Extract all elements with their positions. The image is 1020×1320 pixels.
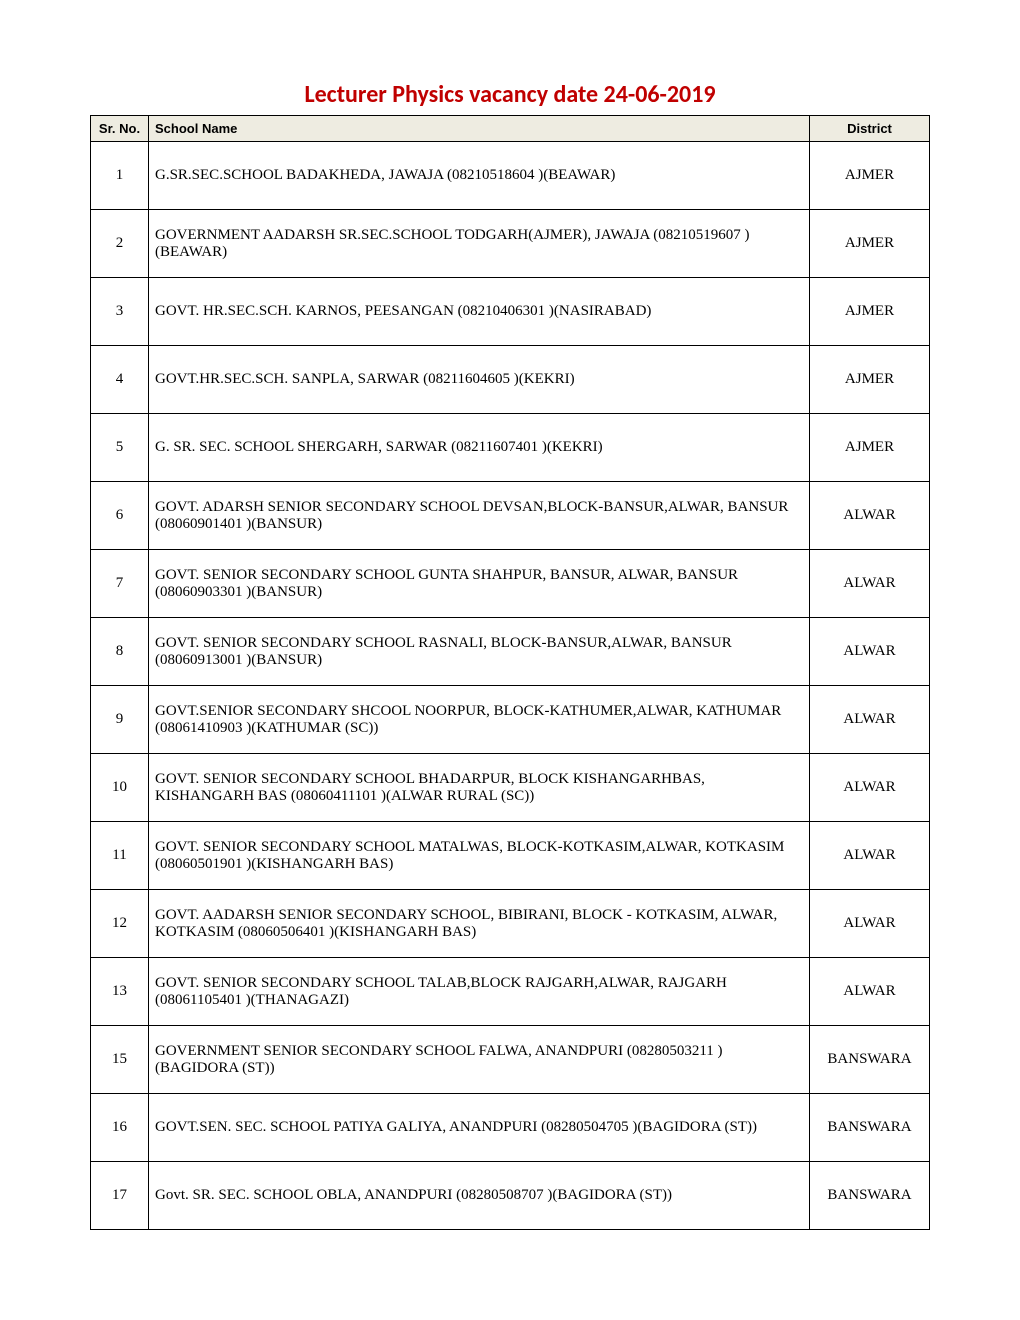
cell-sr: 3 [91,278,149,346]
table-row: 11GOVT. SENIOR SECONDARY SCHOOL MATALWAS… [91,822,930,890]
cell-district: ALWAR [810,550,930,618]
cell-sr: 5 [91,414,149,482]
cell-sr: 16 [91,1094,149,1162]
table-row: 8GOVT. SENIOR SECONDARY SCHOOL RASNALI, … [91,618,930,686]
table-row: 16GOVT.SEN. SEC. SCHOOL PATIYA GALIYA, A… [91,1094,930,1162]
cell-school: GOVERNMENT SENIOR SECONDARY SCHOOL FALWA… [149,1026,810,1094]
cell-school: GOVT.SEN. SEC. SCHOOL PATIYA GALIYA, ANA… [149,1094,810,1162]
cell-school: GOVT. SENIOR SECONDARY SCHOOL GUNTA SHAH… [149,550,810,618]
cell-sr: 11 [91,822,149,890]
cell-school: G.SR.SEC.SCHOOL BADAKHEDA, JAWAJA (08210… [149,142,810,210]
cell-school: GOVT. SENIOR SECONDARY SCHOOL TALAB,BLOC… [149,958,810,1026]
cell-sr: 13 [91,958,149,1026]
cell-sr: 2 [91,210,149,278]
cell-school: G. SR. SEC. SCHOOL SHERGARH, SARWAR (082… [149,414,810,482]
cell-school: GOVT.HR.SEC.SCH. SANPLA, SARWAR (0821160… [149,346,810,414]
table-row: 5G. SR. SEC. SCHOOL SHERGARH, SARWAR (08… [91,414,930,482]
cell-district: ALWAR [810,618,930,686]
cell-school: GOVERNMENT AADARSH SR.SEC.SCHOOL TODGARH… [149,210,810,278]
cell-sr: 4 [91,346,149,414]
cell-school: GOVT. SENIOR SECONDARY SCHOOL BHADARPUR,… [149,754,810,822]
cell-sr: 7 [91,550,149,618]
page-title: Lecturer Physics vacancy date 24-06-2019 [90,80,930,109]
table-row: 7GOVT. SENIOR SECONDARY SCHOOL GUNTA SHA… [91,550,930,618]
cell-school: Govt. SR. SEC. SCHOOL OBLA, ANANDPURI (0… [149,1162,810,1230]
cell-district: ALWAR [810,890,930,958]
cell-sr: 8 [91,618,149,686]
cell-district: AJMER [810,278,930,346]
cell-district: BANSWARA [810,1026,930,1094]
table-row: 17Govt. SR. SEC. SCHOOL OBLA, ANANDPURI … [91,1162,930,1230]
cell-district: ALWAR [810,482,930,550]
cell-sr: 10 [91,754,149,822]
table-row: 10GOVT. SENIOR SECONDARY SCHOOL BHADARPU… [91,754,930,822]
cell-sr: 12 [91,890,149,958]
table-row: 6GOVT. ADARSH SENIOR SECONDARY SCHOOL DE… [91,482,930,550]
cell-district: BANSWARA [810,1162,930,1230]
table-row: 3GOVT. HR.SEC.SCH. KARNOS, PEESANGAN (08… [91,278,930,346]
cell-district: ALWAR [810,686,930,754]
table-body: 1G.SR.SEC.SCHOOL BADAKHEDA, JAWAJA (0821… [91,142,930,1230]
cell-school: GOVT. SENIOR SECONDARY SCHOOL RASNALI, B… [149,618,810,686]
cell-school: GOVT. AADARSH SENIOR SECONDARY SCHOOL, B… [149,890,810,958]
cell-district: AJMER [810,346,930,414]
cell-district: AJMER [810,142,930,210]
cell-district: AJMER [810,414,930,482]
table-row: 4GOVT.HR.SEC.SCH. SANPLA, SARWAR (082116… [91,346,930,414]
cell-district: AJMER [810,210,930,278]
cell-district: ALWAR [810,822,930,890]
cell-sr: 17 [91,1162,149,1230]
table-row: 2GOVERNMENT AADARSH SR.SEC.SCHOOL TODGAR… [91,210,930,278]
cell-school: GOVT. SENIOR SECONDARY SCHOOL MATALWAS, … [149,822,810,890]
cell-sr: 9 [91,686,149,754]
cell-school: GOVT.SENIOR SECONDARY SHCOOL NOORPUR, BL… [149,686,810,754]
cell-school: GOVT. ADARSH SENIOR SECONDARY SCHOOL DEV… [149,482,810,550]
table-header-row: Sr. No. School Name District [91,116,930,142]
cell-school: GOVT. HR.SEC.SCH. KARNOS, PEESANGAN (082… [149,278,810,346]
table-row: 12GOVT. AADARSH SENIOR SECONDARY SCHOOL,… [91,890,930,958]
vacancy-table: Sr. No. School Name District 1G.SR.SEC.S… [90,115,930,1230]
cell-sr: 6 [91,482,149,550]
header-school: School Name [149,116,810,142]
table-row: 9GOVT.SENIOR SECONDARY SHCOOL NOORPUR, B… [91,686,930,754]
table-row: 13GOVT. SENIOR SECONDARY SCHOOL TALAB,BL… [91,958,930,1026]
header-district: District [810,116,930,142]
table-row: 15GOVERNMENT SENIOR SECONDARY SCHOOL FAL… [91,1026,930,1094]
cell-district: ALWAR [810,754,930,822]
cell-district: BANSWARA [810,1094,930,1162]
cell-sr: 15 [91,1026,149,1094]
header-sr: Sr. No. [91,116,149,142]
table-row: 1G.SR.SEC.SCHOOL BADAKHEDA, JAWAJA (0821… [91,142,930,210]
cell-sr: 1 [91,142,149,210]
cell-district: ALWAR [810,958,930,1026]
